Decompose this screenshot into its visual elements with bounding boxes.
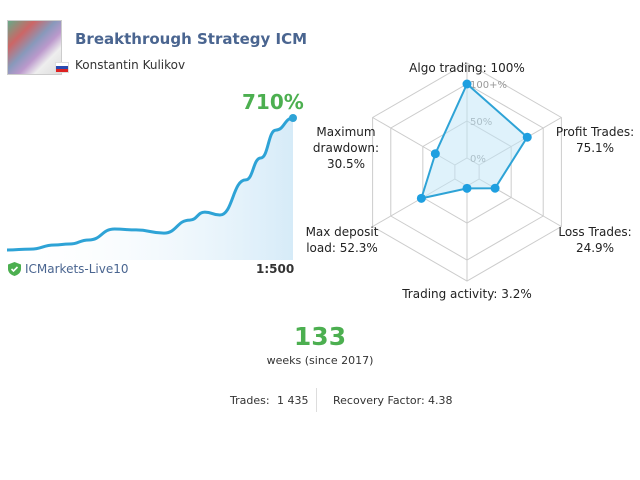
leverage: 1:500 bbox=[256, 262, 295, 276]
radar-data-point bbox=[522, 132, 532, 142]
radar-data-point bbox=[462, 79, 472, 89]
radar-label-loss: Loss Trades: 24.9% bbox=[558, 225, 632, 255]
radar-data-point bbox=[416, 193, 426, 203]
recovery-factor-value: 4.38 bbox=[428, 394, 453, 407]
weeks-count: 133 bbox=[293, 322, 347, 351]
russia-flag-icon bbox=[55, 62, 69, 73]
trades-label: Trades: bbox=[230, 394, 270, 407]
growth-end-point bbox=[289, 114, 297, 122]
growth-line bbox=[6, 116, 294, 252]
growth-value: 710% bbox=[242, 90, 304, 114]
divider bbox=[316, 388, 317, 412]
radar-data-point bbox=[490, 183, 500, 193]
signal-logo[interactable] bbox=[7, 20, 62, 75]
growth-chart bbox=[6, 114, 297, 260]
radar-label-activity: Trading activity: 3.2% bbox=[402, 287, 532, 301]
radar-chart: 100+%50%0% bbox=[372, 62, 562, 282]
radar-data-point bbox=[462, 183, 472, 193]
signal-title[interactable]: Breakthrough Strategy ICM bbox=[75, 30, 308, 48]
radar-label-deposit-load: Max deposit load: 52.3% bbox=[305, 225, 379, 255]
weeks-label: weeks (since 2017) bbox=[266, 354, 374, 367]
growth-area bbox=[7, 118, 293, 260]
radar-data-point bbox=[430, 149, 440, 159]
author-name[interactable]: Konstantin Kulikov bbox=[75, 58, 186, 72]
trades-value: 1 435 bbox=[277, 394, 309, 407]
radar-label-algo: Algo trading: 100% bbox=[409, 61, 525, 75]
shield-check-icon bbox=[8, 262, 21, 276]
radar-label-profit: Profit Trades: 75.1% bbox=[555, 125, 635, 155]
radar-label-drawdown: Maximum drawdown: 30.5% bbox=[312, 125, 380, 171]
recovery-factor-label: Recovery Factor: bbox=[333, 394, 425, 407]
broker-server[interactable]: ICMarkets-Live10 bbox=[25, 262, 129, 276]
radar-ring-label: 100+% bbox=[470, 80, 507, 91]
